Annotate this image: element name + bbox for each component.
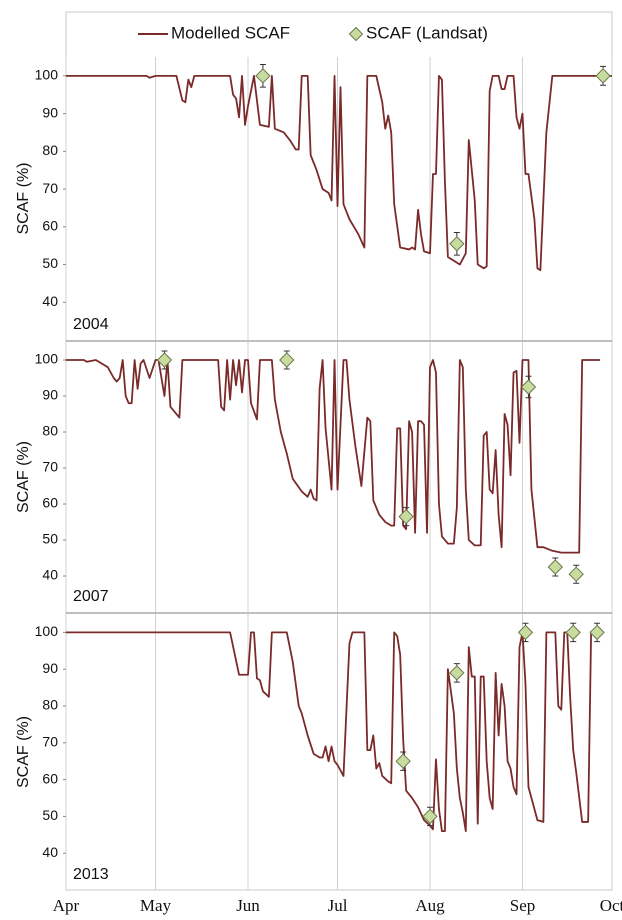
x-tick-label: May — [140, 896, 172, 915]
panel-label: 2004 — [73, 316, 109, 333]
y-tick-label: 90 — [42, 660, 58, 676]
y-tick-label: 60 — [42, 770, 58, 786]
landsat-point — [595, 68, 611, 84]
landsat-point — [156, 352, 173, 368]
landsat-point — [449, 665, 465, 681]
y-tick-label: 80 — [42, 142, 58, 158]
model-line — [66, 359, 601, 554]
landsat-point — [449, 236, 465, 252]
legend-label: SCAF (Landsat) — [366, 23, 488, 42]
x-tick-label: Aug — [415, 896, 445, 915]
y-tick-label: 60 — [42, 495, 58, 511]
y-tick-label: 50 — [42, 255, 58, 271]
model-line — [66, 74, 612, 272]
y-tick-label: 60 — [42, 218, 58, 234]
landsat-point — [398, 508, 414, 525]
y-tick-label: 50 — [42, 807, 58, 823]
y-tick-label: 80 — [42, 423, 58, 439]
y-tick-label: 80 — [42, 697, 58, 713]
x-tick-label: Jul — [328, 896, 348, 915]
landsat-point — [565, 624, 581, 641]
landsat-point — [279, 352, 295, 368]
y-tick-label: 40 — [42, 844, 58, 860]
x-tick-label: Sep — [510, 896, 536, 915]
x-tick-label: Oct — [600, 896, 622, 915]
y-tick-label: 100 — [35, 67, 59, 83]
y-axis-label: SCAF (%) — [15, 163, 32, 235]
landsat-point — [520, 379, 537, 395]
landsat-point — [517, 624, 534, 641]
legend-label: Modelled SCAF — [171, 23, 290, 42]
y-tick-label: 50 — [42, 531, 58, 547]
legend-marker — [348, 26, 364, 42]
y-axis-label: SCAF (%) — [15, 716, 32, 788]
landsat-point — [568, 566, 584, 582]
landsat-point — [422, 808, 438, 825]
x-tick-label: Jun — [236, 896, 260, 915]
y-tick-label: 100 — [35, 351, 59, 367]
y-tick-label: 90 — [42, 387, 58, 403]
y-tick-label: 90 — [42, 104, 58, 120]
y-tick-label: 100 — [35, 623, 59, 639]
y-tick-label: 40 — [42, 567, 58, 583]
x-tick-label: Apr — [53, 896, 80, 915]
y-tick-label: 70 — [42, 180, 58, 196]
y-axis-label: SCAF (%) — [15, 441, 32, 513]
y-tick-label: 70 — [42, 459, 58, 475]
landsat-point — [395, 753, 411, 769]
landsat-point — [255, 68, 271, 84]
landsat-point — [547, 559, 564, 575]
y-tick-label: 40 — [42, 293, 58, 309]
model-line — [66, 631, 601, 833]
panel-label: 2013 — [73, 866, 109, 883]
panel-label: 2007 — [73, 588, 109, 605]
y-tick-label: 70 — [42, 734, 58, 750]
landsat-point — [589, 624, 605, 641]
